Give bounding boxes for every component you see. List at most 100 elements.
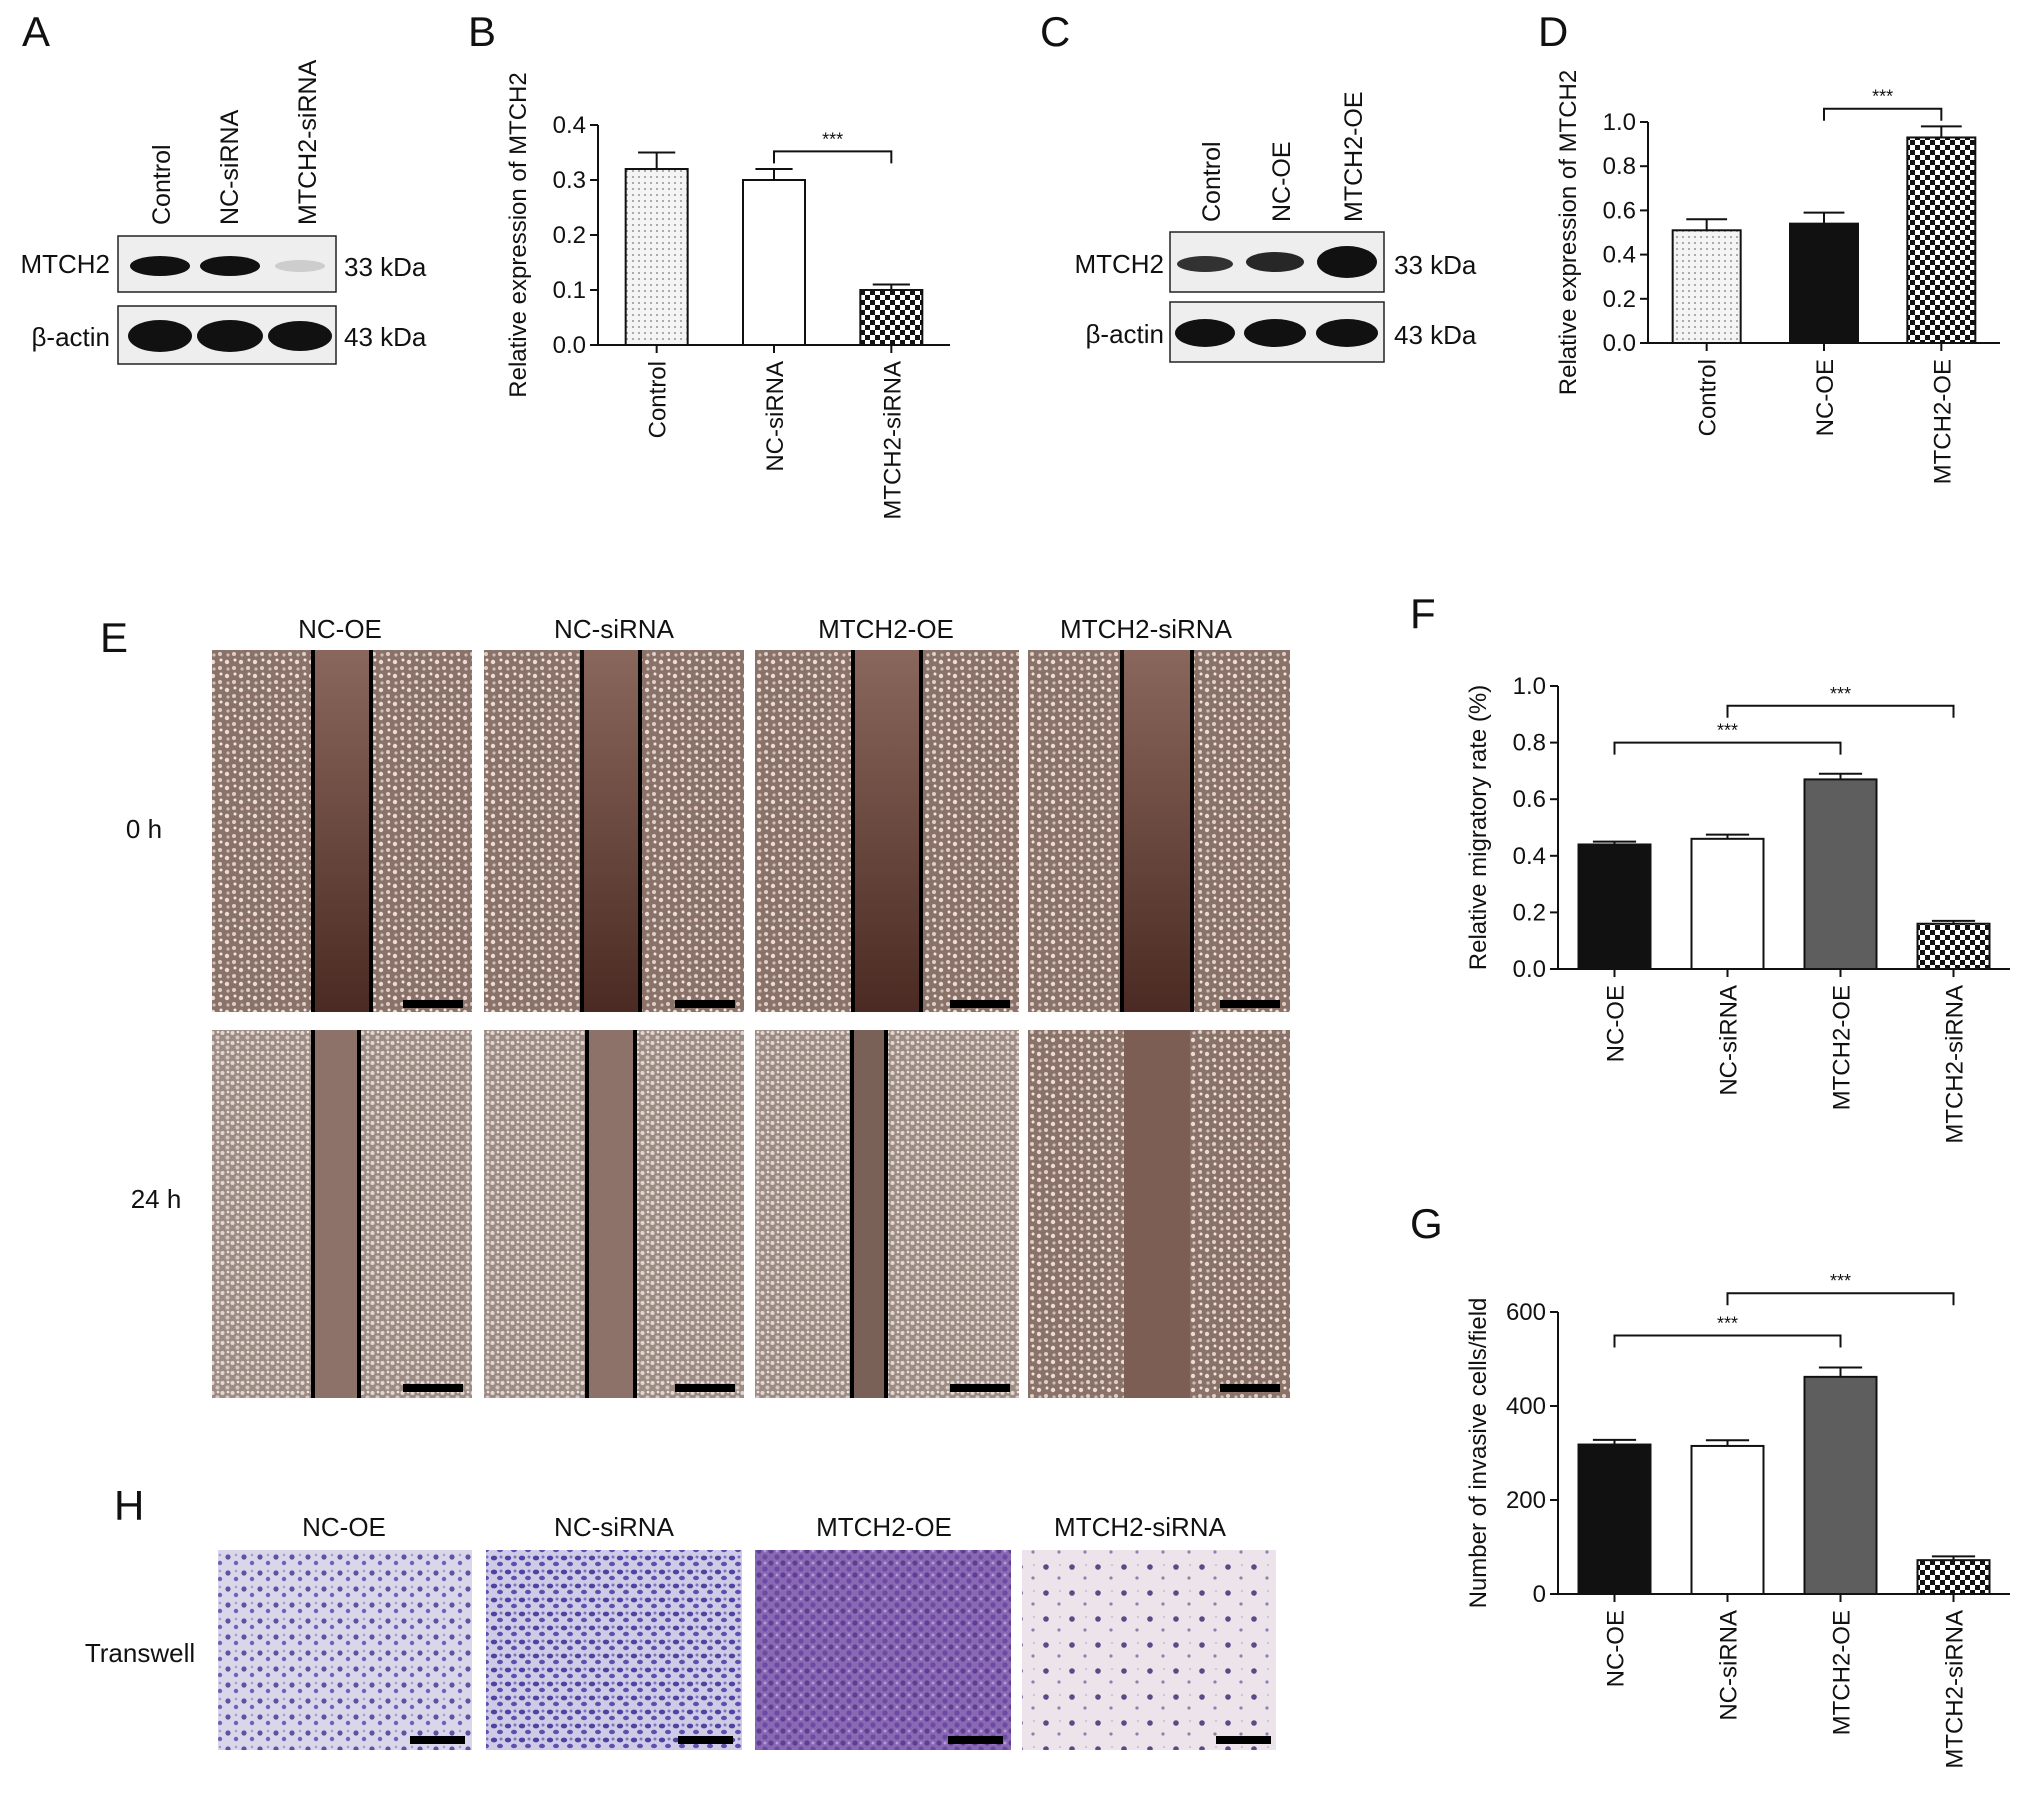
- scale-bar: [403, 1000, 463, 1008]
- x-tick-label: Control: [1695, 359, 1722, 436]
- y-tick-label: 0.0: [1513, 956, 1546, 983]
- panel-h: H NC-OE NC-siRNA MTCH2-OE MTCH2-siRNA Tr…: [85, 1482, 1276, 1750]
- panel-letter-h: H: [114, 1482, 144, 1529]
- wound-image-nc-sirna-24h: [484, 1030, 744, 1398]
- y-tick-label: 200: [1506, 1487, 1546, 1514]
- panel-letter-a: A: [22, 8, 50, 55]
- y-tick-label: 0.1: [553, 277, 586, 304]
- y-tick-label: 0.8: [1513, 730, 1546, 757]
- bar-mtch2-oe: [1906, 136, 1977, 344]
- column-label-nc-oe: NC-OE: [302, 1512, 386, 1542]
- chart-b-relative-expression: 0.0 0.1 0.2 0.3 0.4 Relative expression of MT…: [505, 72, 950, 520]
- significance-label: ***: [1830, 1271, 1851, 1291]
- blot-band-mtch2-nc-oe: [1246, 252, 1304, 272]
- lane-label-nc-oe: NC-OE: [1268, 141, 1296, 222]
- y-axis-label: Relative migratory rate (%): [1465, 685, 1492, 970]
- significance-label: ***: [1830, 684, 1851, 704]
- kda-label-mtch2: 33 kDa: [1394, 250, 1477, 280]
- blot-band-actin-nc-oe: [1244, 319, 1306, 347]
- blot-band-actin-nc-sirna: [197, 320, 263, 352]
- column-label-mtch2-oe: MTCH2-OE: [816, 1512, 952, 1542]
- significance-label: ***: [822, 129, 843, 149]
- scale-bar: [1216, 1736, 1271, 1744]
- blot-band-mtch2-mtch2-sirna: [275, 260, 325, 272]
- chart-g-invasive-cells: 0 200 400 600 Number of invasive cells/field…: [1465, 1271, 2010, 1769]
- scale-bar: [1220, 1000, 1280, 1008]
- y-tick-label: 1.0: [1513, 673, 1546, 700]
- x-tick-label: Control: [645, 361, 672, 438]
- scale-bar: [950, 1384, 1010, 1392]
- wound-image-mtch2-oe-24h: [755, 1030, 1019, 1398]
- bar-nc-oe: [1577, 843, 1652, 970]
- row-label-24h: 24 h: [131, 1184, 182, 1214]
- kda-label-mtch2: 33 kDa: [344, 252, 427, 282]
- bar-mtch2-sirna: [1916, 922, 1991, 970]
- bar-nc-oe: [1789, 222, 1859, 344]
- bar-mtch2-oe: [1803, 778, 1878, 971]
- significance-label: ***: [1872, 87, 1893, 107]
- column-label-mtch2-sirna: MTCH2-siRNA: [1054, 1512, 1227, 1542]
- blot-band-mtch2-mtch2-oe: [1317, 246, 1377, 278]
- y-axis-label: Number of invasive cells/field: [1465, 1298, 1492, 1609]
- bar-control: [1671, 229, 1742, 344]
- column-label-mtch2-sirna: MTCH2-siRNA: [1060, 614, 1233, 644]
- lane-label-mtch2-oe: MTCH2-OE: [1340, 91, 1368, 222]
- x-tick-label: MTCH2-OE: [1829, 985, 1856, 1110]
- blot-band-actin-control: [1175, 319, 1235, 347]
- y-axis-label: Relative expression of MTCH2: [505, 72, 532, 397]
- blot-row-label-actin: β-actin: [1085, 319, 1164, 349]
- bar-mtch2-sirna: [1916, 1559, 1991, 1596]
- scale-bar: [678, 1736, 733, 1744]
- significance-bracket: [1823, 107, 1943, 121]
- bar-nc-oe: [1577, 1443, 1652, 1596]
- blot-band-actin-mtch2-sirna: [268, 321, 332, 351]
- scale-bar: [403, 1384, 463, 1392]
- kda-label-actin: 43 kDa: [344, 322, 427, 352]
- panel-letter-f: F: [1410, 590, 1436, 637]
- row-label-transwell: Transwell: [85, 1638, 195, 1668]
- panel-letter-b: B: [468, 8, 496, 55]
- lane-label-mtch2-sirna: MTCH2-siRNA: [294, 59, 322, 225]
- lane-label-control: Control: [1198, 141, 1226, 222]
- x-tick-label: NC-OE: [1603, 1610, 1630, 1687]
- chart-d-relative-expression: 0.0 0.2 0.4 0.6 0.8 1.0 Relative expression of…: [1555, 70, 2000, 484]
- scale-bar: [950, 1000, 1010, 1008]
- significance-label: ***: [1717, 721, 1738, 741]
- y-tick-label: 0.0: [553, 332, 586, 359]
- panel-letter-d: D: [1538, 8, 1568, 55]
- blot-band-actin-mtch2-oe: [1316, 319, 1378, 347]
- column-label-mtch2-oe: MTCH2-OE: [818, 614, 954, 644]
- y-tick-label: 0.4: [553, 112, 586, 139]
- blot-row-label-mtch2: MTCH2: [20, 249, 110, 279]
- y-tick-label: 0.6: [1603, 197, 1636, 224]
- wound-image-nc-oe-0h: [212, 650, 472, 1012]
- blot-band-mtch2-control: [1177, 256, 1233, 272]
- blot-band-mtch2-control: [130, 256, 190, 276]
- lane-label-nc-sirna: NC-siRNA: [216, 109, 244, 225]
- column-label-nc-sirna: NC-siRNA: [554, 614, 675, 644]
- y-tick-label: 400: [1506, 1393, 1546, 1420]
- x-tick-label: NC-OE: [1812, 359, 1839, 436]
- panel-e: E NC-OE NC-siRNA MTCH2-OE MTCH2-siRNA 0 …: [100, 614, 1290, 1398]
- x-tick-label: MTCH2-siRNA: [1942, 1610, 1969, 1769]
- x-tick-label: NC-siRNA: [1716, 985, 1743, 1096]
- kda-label-actin: 43 kDa: [1394, 320, 1477, 350]
- wound-image-nc-oe-24h: [212, 1030, 472, 1398]
- y-tick-label: 0.3: [553, 167, 586, 194]
- significance-bracket: [1613, 741, 1842, 755]
- significance-bracket: [1613, 1334, 1842, 1348]
- bar-nc-sirna: [1690, 1444, 1765, 1595]
- panel-c: C Control NC-OE MTCH2-OE MTCH2 33 kDa β-…: [1040, 8, 1477, 363]
- x-tick-label: MTCH2-siRNA: [1942, 985, 1969, 1144]
- scale-bar: [675, 1000, 735, 1008]
- x-tick-label: MTCH2-siRNA: [879, 361, 906, 520]
- x-tick-label: NC-siRNA: [1716, 1610, 1743, 1721]
- bar-mtch2-oe: [1803, 1375, 1878, 1595]
- transwell-image-mtch2-oe: [755, 1550, 1011, 1750]
- significance-bracket: [773, 150, 893, 164]
- y-tick-label: 0.4: [1513, 843, 1546, 870]
- panel-letter-c: C: [1040, 8, 1070, 55]
- transwell-image-mtch2-sirna: [1022, 1550, 1276, 1750]
- panel-letter-g: G: [1410, 1200, 1443, 1247]
- y-axis-label: Relative expression of MTCH2: [1555, 70, 1582, 395]
